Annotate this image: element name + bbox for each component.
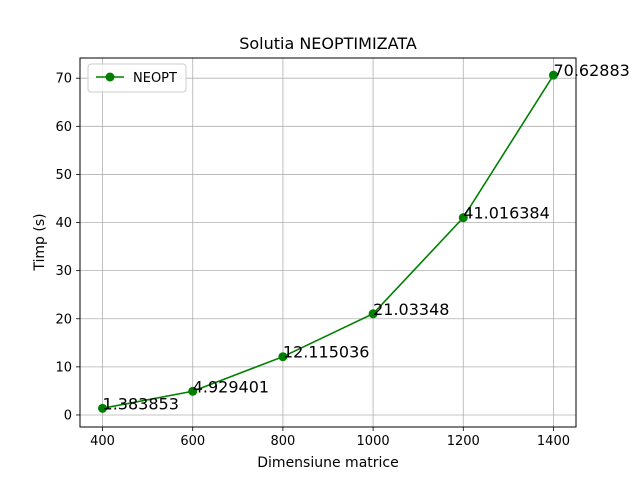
- x-tick-label: 1000: [357, 434, 390, 449]
- series-neopt: [98, 70, 558, 413]
- y-tick-label: 20: [55, 312, 72, 327]
- series-line: [102, 74, 555, 410]
- chart-title: Solutia NEOPTIMIZATA: [239, 34, 417, 53]
- data-label: 4.929401: [193, 377, 269, 396]
- x-tick-label: 600: [180, 434, 205, 449]
- data-label: 1.383853: [103, 394, 179, 413]
- data-point: [368, 309, 378, 319]
- data-point: [458, 213, 468, 223]
- data-label: 70.62883: [553, 61, 629, 80]
- data-point: [278, 352, 288, 362]
- legend-box: [87, 63, 187, 93]
- grid: [80, 58, 576, 427]
- legend-marker-swatch: [105, 72, 115, 82]
- axes-frame: [79, 57, 577, 428]
- y-tick-label: 50: [55, 168, 72, 183]
- legend-label-neopt: NEOPT: [133, 71, 177, 86]
- y-tick-label: 30: [55, 264, 72, 279]
- data-point: [188, 386, 198, 396]
- y-tick-label: 70: [55, 72, 72, 87]
- legend: NEOPT: [87, 63, 187, 93]
- x-tick-label: 1400: [537, 434, 570, 449]
- data-label: 21.03348: [373, 300, 449, 319]
- data-point: [98, 403, 108, 413]
- data-label: 41.016384: [463, 204, 550, 223]
- x-axis-label: Dimensiune matrice: [257, 455, 398, 471]
- y-axis-label: Timp (s): [32, 213, 48, 271]
- x-tick-label: 1200: [447, 434, 480, 449]
- x-tick-label: 800: [270, 434, 295, 449]
- data-labels: 1.383853 4.929401 12.115036 21.03348 41.0163…: [103, 61, 630, 413]
- y-tick-label: 10: [55, 360, 72, 375]
- y-axis-ticks: 0 10 20 30 40 50 60 70: [55, 72, 80, 423]
- y-tick-label: 60: [55, 120, 72, 135]
- y-tick-label: 40: [55, 216, 72, 231]
- data-point: [548, 70, 558, 80]
- data-label: 12.115036: [283, 343, 370, 362]
- x-axis-ticks: 400 600 800 1000 1200 1400: [90, 427, 570, 449]
- y-tick-label: 0: [64, 408, 72, 423]
- x-tick-label: 400: [90, 434, 115, 449]
